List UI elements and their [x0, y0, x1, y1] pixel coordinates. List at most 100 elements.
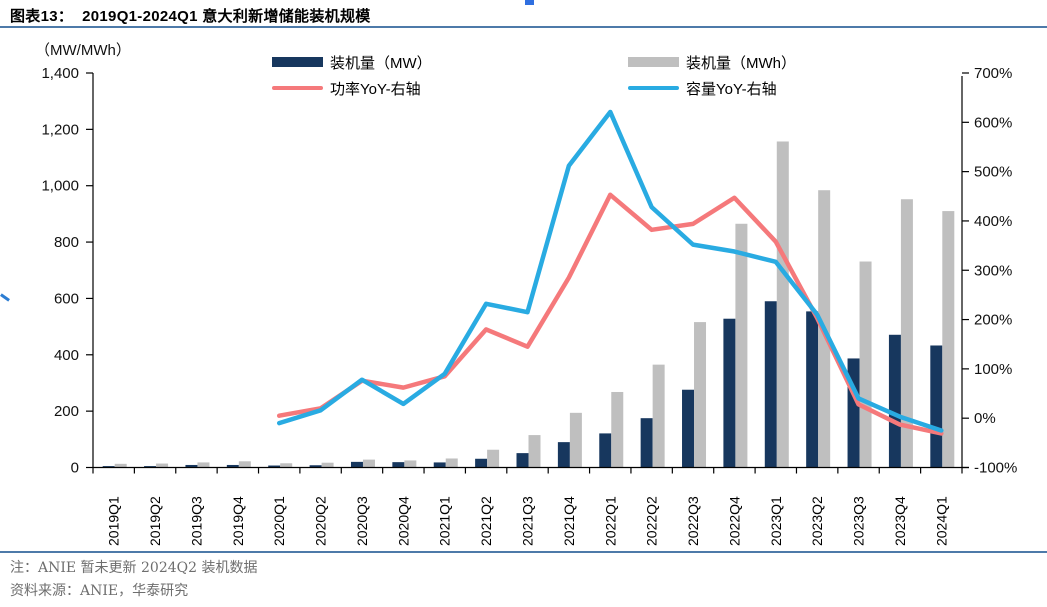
bar-installed-mwh	[404, 460, 417, 468]
legend-label-mwh: 装机量（MWh）	[686, 54, 796, 72]
bar-installed-mw	[226, 464, 239, 468]
x-axis-tick-label: 2021Q3	[520, 496, 536, 546]
bar-installed-mw	[930, 345, 943, 468]
right-axis-tick-label: 100%	[974, 361, 1012, 378]
x-axis-tick-label: 2021Q2	[478, 496, 494, 546]
bar-installed-mwh	[569, 412, 582, 468]
bar-installed-mw	[888, 334, 901, 468]
power-yoy-line-swatch	[272, 86, 323, 90]
bar-installed-mwh	[197, 462, 210, 468]
right-axis-tick-label: 300%	[974, 262, 1012, 279]
footer-divider	[0, 551, 1047, 553]
bar-installed-mwh	[156, 463, 169, 468]
right-axis-tick-label: 0%	[974, 410, 996, 427]
bar-installed-mw	[102, 466, 115, 468]
bar-installed-mwh	[942, 211, 955, 468]
x-axis-tick-label: 2023Q3	[851, 496, 867, 546]
chart-title: 图表13： 2019Q1-2024Q1 意大利新增储能装机规模	[10, 8, 371, 25]
line-power-yoy	[276, 192, 944, 436]
x-axis-tick-label: 2023Q4	[892, 496, 908, 546]
bar-installed-mwh	[859, 261, 872, 468]
right-axis-tick-label: -100%	[974, 460, 1017, 477]
right-axis-tick-label: 600%	[974, 114, 1012, 131]
x-axis-tick-label: 2023Q2	[809, 496, 825, 546]
x-axis-tick-label: 2022Q3	[685, 496, 701, 546]
left-axis-tick-label: 800	[54, 234, 79, 251]
left-axis-tick-label: 1,400	[41, 65, 79, 82]
bar-installed-mw	[433, 462, 446, 468]
bar-installed-mw	[599, 433, 612, 468]
bar-installed-mw	[392, 462, 405, 468]
bar-installed-mw	[723, 318, 736, 468]
bar-installed-mw	[268, 465, 281, 468]
x-axis-tick-label: 2020Q2	[313, 496, 329, 546]
combo-chart: 0 200 400 600 800 1,000 1,200 1,400 -100% 0% 100% 2…	[41, 65, 1017, 546]
line-capacity-yoy	[276, 109, 944, 433]
bar-installed-mwh	[776, 141, 789, 468]
x-axis-tick-label: 2024Q1	[933, 496, 949, 546]
bar-installed-mwh	[238, 461, 251, 468]
bar-installed-mw	[309, 465, 322, 468]
legend-label-mw: 装机量（MW）	[330, 54, 432, 72]
bar-installed-mw	[806, 311, 819, 468]
legend-label-power-yoy: 功率YoY-右轴	[330, 80, 421, 98]
bar-installed-mwh	[694, 322, 707, 468]
capacity-yoy-line-swatch	[628, 86, 679, 90]
left-axis-tick-label: 200	[54, 403, 79, 420]
x-axis-tick-label: 2022Q1	[602, 496, 618, 546]
legend-item-mwh: 装机量（MWh）	[628, 52, 796, 72]
bar-installed-mw	[557, 442, 570, 468]
bar-installed-mw	[764, 301, 777, 468]
left-axis-tick-label: 600	[54, 290, 79, 307]
x-axis-tick-label: 2019Q4	[230, 496, 246, 546]
bar-installed-mw	[185, 464, 198, 468]
bar-installed-mw	[640, 418, 653, 468]
bar-installed-mw	[350, 461, 363, 468]
footnote: 注：ANIE 暂未更新 2024Q2 装机数据	[10, 560, 258, 576]
x-axis-tick-label: 2021Q4	[561, 496, 577, 546]
axis-unit-label: （MW/MWh）	[35, 42, 131, 59]
bar-installed-mw	[475, 458, 488, 468]
x-axis-tick-label: 2022Q2	[644, 496, 660, 546]
mwh-bar-swatch	[628, 57, 679, 67]
bar-installed-mw	[682, 389, 695, 468]
bar-installed-mwh	[321, 462, 334, 468]
left-axis-tick-label: 400	[54, 347, 79, 364]
right-axis-tick-label: 200%	[974, 312, 1012, 329]
right-axis-tick-label: 700%	[974, 65, 1012, 82]
legend-label-capacity-yoy: 容量YoY-右轴	[686, 80, 777, 98]
blue-artifact-top	[525, 0, 534, 5]
x-axis-tick-label: 2021Q1	[437, 496, 453, 546]
right-axis-tick-label: 400%	[974, 213, 1012, 230]
x-axis-tick-label: 2019Q1	[106, 496, 122, 546]
bar-installed-mwh	[900, 199, 913, 468]
bar-installed-mwh	[362, 459, 375, 468]
right-axis-tick-label: 500%	[974, 164, 1012, 181]
x-axis-tick-label: 2020Q4	[395, 496, 411, 546]
x-axis-tick-label: 2020Q3	[354, 496, 370, 546]
legend-item-mw: 装机量（MW）	[272, 52, 432, 72]
x-axis-tick-label: 2022Q4	[726, 496, 742, 546]
title-divider	[0, 26, 1047, 28]
bar-installed-mwh	[487, 449, 500, 468]
bar-installed-mwh	[652, 364, 665, 468]
legend-item-power-yoy: 功率YoY-右轴	[272, 78, 421, 98]
x-axis-tick-label: 2019Q2	[147, 496, 163, 546]
source-note: 资料来源：ANIE，华泰研究	[10, 583, 189, 599]
x-axis-tick-label: 2019Q3	[188, 496, 204, 546]
left-axis-tick-label: 1,200	[41, 121, 79, 138]
x-axis-tick-label: 2020Q1	[271, 496, 287, 546]
bar-installed-mwh	[280, 463, 293, 468]
legend-item-capacity-yoy: 容量YoY-右轴	[628, 78, 777, 98]
mw-bar-swatch	[272, 57, 323, 67]
bar-installed-mwh	[611, 391, 624, 468]
bar-installed-mwh	[528, 435, 541, 468]
left-axis-tick-label: 1,000	[41, 178, 79, 195]
bar-installed-mwh	[114, 463, 127, 468]
bar-installed-mwh	[445, 458, 458, 468]
bar-installed-mwh	[735, 223, 748, 468]
bar-installed-mw	[516, 453, 529, 468]
bar-installed-mw	[144, 466, 157, 468]
left-axis-tick-label: 0	[71, 460, 79, 477]
